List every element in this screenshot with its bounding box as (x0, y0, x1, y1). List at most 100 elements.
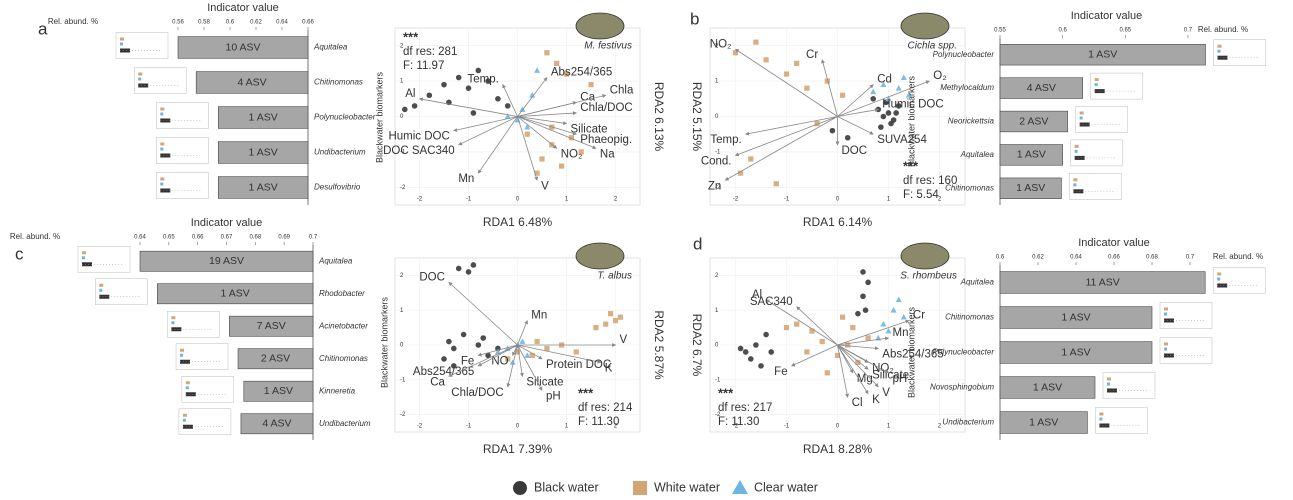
category-label: Aquitalea (960, 150, 995, 159)
category-label: Chitinomonas (314, 78, 363, 87)
inset-bar (1075, 145, 1079, 148)
inset-bar (160, 189, 170, 193)
point (539, 156, 544, 161)
y-axis-label: Blackwater biomarkers (379, 296, 389, 388)
inset-plot (1103, 373, 1155, 399)
category-label: Chitinomonas (319, 354, 368, 363)
fish-icon (901, 13, 949, 39)
y-axis-label: Blackwater biomarkers (906, 306, 916, 398)
vector-label: SUVA254 (877, 134, 927, 146)
legend-label: Black water (534, 480, 599, 494)
inset-bar (160, 178, 164, 181)
legend-swatch (732, 480, 748, 494)
inset-plot (176, 344, 228, 370)
point (402, 107, 408, 113)
vector-label: SAC340 (750, 296, 793, 308)
inset-bar (1107, 378, 1111, 381)
point (476, 342, 482, 348)
inset-bar (1073, 183, 1076, 186)
vector-label: pH (893, 373, 908, 385)
inset-bar (183, 419, 186, 422)
legend-label: White water (654, 480, 720, 494)
inset-bar (99, 295, 109, 299)
inset-plot (156, 138, 208, 164)
y-tick-label: -1 (715, 377, 721, 383)
inset-bar (1080, 112, 1084, 115)
inset-bar (99, 289, 102, 292)
panel-letter: a (38, 19, 48, 38)
inset-bar (120, 38, 124, 41)
bar-label: 1 ASV (1016, 182, 1045, 194)
inset-plot (182, 376, 234, 402)
vector-label: V (541, 180, 549, 192)
point (866, 335, 871, 340)
point (825, 370, 830, 375)
vector-label: Mn (458, 173, 474, 185)
inset-plot (156, 173, 208, 199)
y-tick-label: -2 (400, 412, 406, 418)
inset-bar (183, 425, 193, 429)
category-label: Aquitalea (960, 278, 995, 287)
point (840, 315, 845, 320)
inset-bar (160, 143, 164, 146)
inset-title: Rel. abund. % (1213, 252, 1263, 261)
inset-frame (116, 33, 168, 59)
legend-label: Clear water (754, 480, 818, 494)
y-axis-label: RDA2 6.13% (652, 82, 666, 152)
inset-plot (1069, 173, 1121, 199)
point (870, 96, 876, 102)
vector-label: NO₂ (561, 148, 583, 160)
x-tick-label: 0.65 (163, 235, 175, 241)
inset-bar (1080, 123, 1090, 127)
point (840, 93, 845, 98)
inset-bar (171, 327, 181, 331)
x-tick-label: -1 (784, 197, 790, 203)
vector-label: DOC SAC340 (383, 145, 455, 157)
stat-label: *** (403, 29, 419, 44)
inset-bar (82, 262, 92, 266)
x-tick-label: 0.62 (1032, 255, 1044, 261)
category-label: Kinneretia (319, 386, 356, 395)
bar-label: 1 ASV (249, 181, 278, 193)
x-tick-label: 0.68 (249, 235, 261, 241)
fish-icon (576, 13, 624, 39)
bar-label: 1 ASV (249, 146, 278, 158)
x-tick-label: 0.68 (1146, 255, 1158, 261)
category-label: Methylocaldum (940, 83, 994, 92)
x-tick-label: 0.62 (250, 20, 262, 26)
x-tick-label: -1 (466, 424, 472, 430)
inset-bar (180, 349, 184, 352)
inset-plot (179, 409, 231, 435)
vector-label: Cond. (701, 155, 732, 167)
x-tick-label: 0.66 (1108, 255, 1120, 261)
inset-plot (1213, 268, 1265, 294)
point (593, 325, 598, 330)
category-label: Polynucleobacter (314, 113, 376, 122)
inset-bar (171, 321, 174, 324)
species-label: T. albus (597, 271, 632, 282)
inset-frame (1213, 40, 1265, 66)
point (588, 82, 593, 87)
stat-label: F: 11.97 (403, 60, 444, 72)
x-axis-label: RDA1 6.48% (483, 215, 553, 229)
vector-label: Protein DOC (546, 359, 611, 371)
point (878, 124, 884, 130)
fish-icon (901, 243, 949, 269)
category-label: Undibacterium (319, 419, 371, 428)
x-tick-label: 0.56 (172, 20, 184, 26)
y-axis-label: RDA2 5.87% (652, 310, 666, 380)
x-tick-label: 0.58 (198, 20, 210, 26)
figure: Indicator value0.560.580.60.620.640.6610… (0, 0, 1293, 500)
bar-label: 7 ASV (257, 320, 286, 332)
inset-title: Rel. abund. % (48, 17, 98, 26)
bar-label: 1 ASV (264, 385, 293, 397)
point (764, 57, 769, 62)
inset-bar (1099, 413, 1103, 416)
species-label: M. festivus (584, 41, 632, 52)
inset-frame (1213, 268, 1265, 294)
x-tick-label: 0.7 (309, 235, 318, 241)
vector-label: Temp. (710, 134, 741, 146)
bar-label: 11 ASV (1085, 276, 1119, 288)
x-tick-label: 0.7 (1184, 28, 1193, 34)
bar-label: 19 ASV (209, 255, 244, 267)
